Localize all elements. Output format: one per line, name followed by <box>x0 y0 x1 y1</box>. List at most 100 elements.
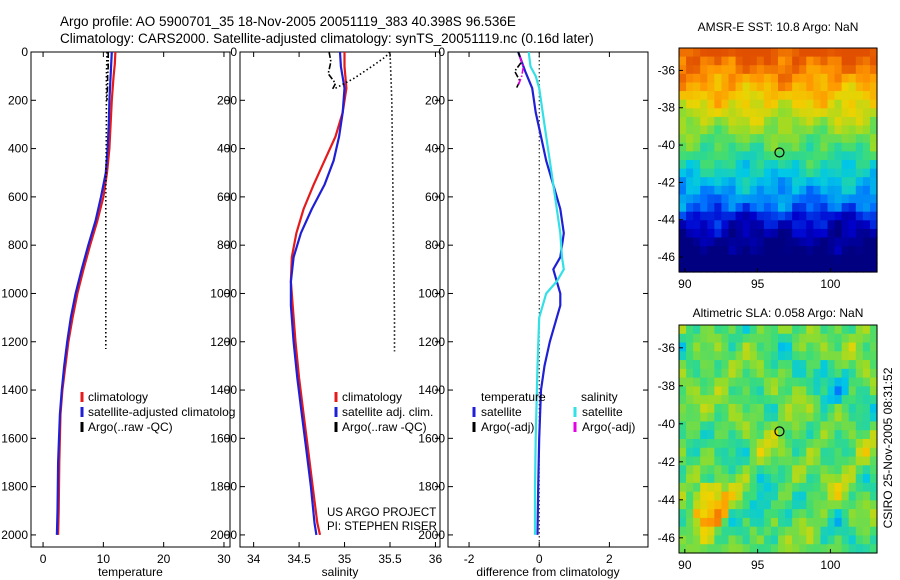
salinity-ytick-label: 200 <box>217 93 237 107</box>
sla-map-xtick-label: 90 <box>678 558 692 572</box>
salinity-ytick-label: 600 <box>217 190 237 204</box>
salinity-ytick-label: 2000 <box>210 528 237 542</box>
sst-map-xtick-label: 100 <box>820 277 840 291</box>
salinity-ytick-label: 1000 <box>210 286 237 300</box>
sla-map-ytick-label: -40 <box>658 417 676 431</box>
salinity-ytick-label: 1200 <box>210 335 237 349</box>
salinity-annotation: US ARGO PROJECT <box>327 507 436 519</box>
difference-ytick-label: 1800 <box>418 480 445 494</box>
salinity-xtick-label: 35.5 <box>378 552 402 566</box>
difference-legend-label: satellite <box>582 405 623 419</box>
salinity-xtick-label: 35 <box>338 552 352 566</box>
salinity-xtick-label: 36 <box>429 552 443 566</box>
difference-series-0 <box>517 52 565 535</box>
temperature-xtick-label: 10 <box>97 552 111 566</box>
sst-map-xtick-label: 90 <box>678 277 692 291</box>
sla-map-xtick-label: 100 <box>820 558 840 572</box>
difference-series-3 <box>517 56 525 87</box>
sst-map-xtick-label: 95 <box>751 277 765 291</box>
difference-legend-header: temperature <box>481 390 546 404</box>
sst-map-ytick-label: -44 <box>658 213 676 227</box>
salinity-ytick-label: 800 <box>217 238 237 252</box>
difference-ytick-label: 2000 <box>418 528 445 542</box>
salinity-xtick-label: 34 <box>247 552 261 566</box>
difference-ytick-label: 1600 <box>418 431 445 445</box>
sla-map-ytick-label: -44 <box>658 493 676 507</box>
salinity-series-0 <box>289 52 348 536</box>
difference-xtick-label: 2 <box>606 552 613 566</box>
sla-map-ytick-label: -36 <box>658 341 676 355</box>
sst-map-ytick-label: -38 <box>658 101 676 115</box>
sla-map-frame <box>678 324 878 554</box>
temperature-ytick-label: 800 <box>8 238 28 252</box>
temperature-ytick-label: 2000 <box>1 528 28 542</box>
sla-map-panel: Altimetric SLA: 0.058 Argo: NaN -36 -38 -4… <box>658 306 878 572</box>
sst-map-ytick-label: -46 <box>658 250 676 264</box>
sst-map-ytick-label: -36 <box>658 63 676 77</box>
salinity-ytick-label: 1600 <box>210 431 237 445</box>
salinity-series-2 <box>327 52 337 91</box>
sst-map-panel: AMSR-E SST: 10.8 Argo: NaN -36 -38 -40 -42 -… <box>658 20 878 291</box>
sla-map-ytick-label: -38 <box>658 379 676 393</box>
sst-map-float-marker <box>774 147 785 158</box>
figure-title-line1: Argo profile: AO 5900701_35 18-Nov-2005 … <box>60 14 516 29</box>
salinity-legend-label: climatology <box>342 390 402 404</box>
difference-ytick-label: 1400 <box>418 383 445 397</box>
difference-ytick-label: 400 <box>425 142 445 156</box>
difference-legend-label: satellite <box>481 405 522 419</box>
sla-map-title: Altimetric SLA: 0.058 Argo: NaN <box>693 306 864 320</box>
sst-map-colorfield <box>679 48 878 273</box>
sst-map-title: AMSR-E SST: 10.8 Argo: NaN <box>698 20 859 34</box>
difference-ytick-label: 800 <box>425 238 445 252</box>
sla-map-ytick-label: -46 <box>658 531 676 545</box>
difference-xtick-label: 0 <box>536 552 543 566</box>
sst-map-ytick-label: -42 <box>658 175 676 189</box>
salinity-ytick-label: 0 <box>230 45 237 59</box>
salinity-ytick-label: 1800 <box>210 480 237 494</box>
difference-ytick-label: 0 <box>438 45 445 59</box>
temperature-legend-label: Argo(..raw -QC) <box>88 420 173 434</box>
temperature-xtick-label: 30 <box>217 552 231 566</box>
salinity-xtick-label: 34.5 <box>287 552 311 566</box>
salinity-series-1 <box>289 52 346 536</box>
sst-map-frame <box>678 47 878 273</box>
difference-series-1 <box>527 52 565 535</box>
salinity-legend-label: Argo(..raw -QC) <box>342 420 427 434</box>
temperature-axes-frame <box>30 51 231 548</box>
sla-map-colorfield <box>679 325 878 554</box>
temperature-xtick-label: 0 <box>40 552 47 566</box>
temperature-ytick-label: 600 <box>8 190 28 204</box>
temperature-ytick-label: 1200 <box>1 335 28 349</box>
difference-plot: 0 200 400 600 800 1000 1200 1400 1600 1800 2000 -2 0… <box>418 45 649 579</box>
salinity-ytick-label: 1400 <box>210 383 237 397</box>
figure-title-line2: Climatology: CARS2000. Satellite-adjuste… <box>60 31 594 46</box>
temperature-ytick-label: 1800 <box>1 480 28 494</box>
difference-ytick-label: 1000 <box>418 286 445 300</box>
sst-map-ytick-label: -40 <box>658 138 676 152</box>
temperature-xtick-label: 20 <box>157 552 171 566</box>
temperature-ytick-label: 1600 <box>1 431 28 445</box>
salinity-ytick-label: 400 <box>217 142 237 156</box>
temperature-series-3 <box>105 52 108 349</box>
csiro-timestamp: CSIRO 25-Nov-2005 08:31:52 <box>881 367 895 528</box>
temperature-ytick-label: 400 <box>8 142 28 156</box>
difference-xtick-label: -2 <box>464 552 475 566</box>
temperature-series-1 <box>55 52 113 535</box>
difference-axes-frame <box>447 51 649 548</box>
temperature-series-2 <box>106 52 109 101</box>
difference-ytick-label: 600 <box>425 190 445 204</box>
temperature-xlabel: temperature <box>98 565 163 579</box>
difference-legend-label: Argo(-adj) <box>582 420 635 434</box>
temperature-ytick-label: 200 <box>8 93 28 107</box>
temperature-legend-label: climatology <box>88 390 148 404</box>
sla-map-xtick-label: 95 <box>751 558 765 572</box>
difference-ytick-label: 200 <box>425 93 445 107</box>
sla-map-float-marker <box>774 426 785 437</box>
temperature-ytick-label: 0 <box>21 45 28 59</box>
difference-legend-label: Argo(-adj) <box>481 420 534 434</box>
temperature-ytick-label: 1400 <box>1 383 28 397</box>
difference-legend-header: salinity <box>581 390 618 404</box>
